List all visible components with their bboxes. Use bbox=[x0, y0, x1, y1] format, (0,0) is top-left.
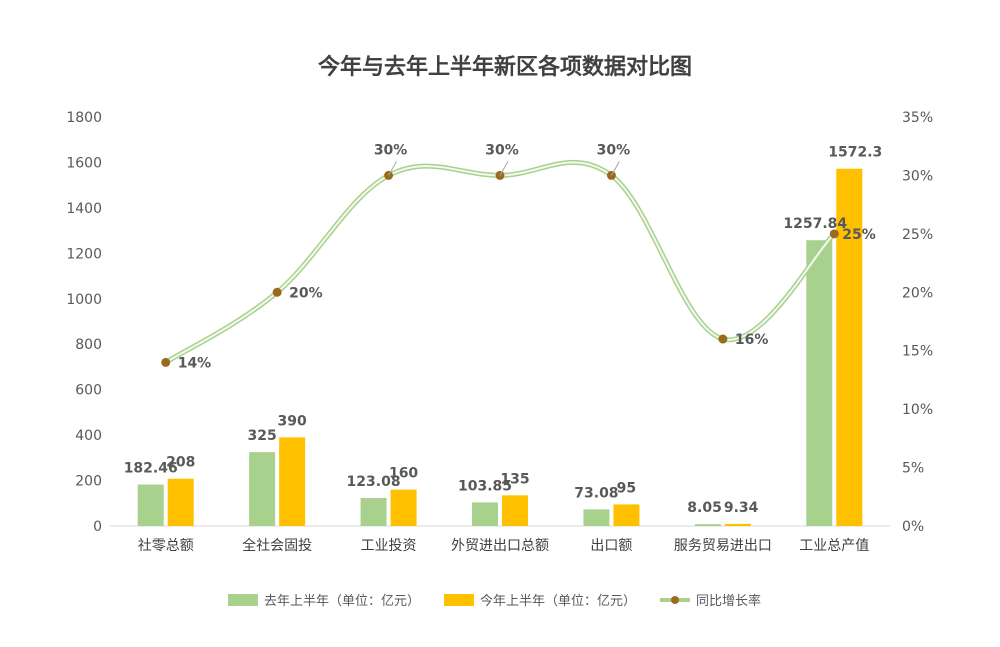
growth-label: 16% bbox=[735, 332, 769, 348]
bar-last-year-label: 103.85 bbox=[458, 478, 512, 494]
bar-this-year-label: 208 bbox=[166, 455, 195, 471]
bar-this-year bbox=[613, 504, 640, 526]
bar-last-year-label: 73.08 bbox=[574, 485, 618, 501]
x-category-label: 全社会固投 bbox=[242, 537, 312, 554]
growth-marker bbox=[718, 334, 728, 344]
bar-this-year bbox=[836, 168, 863, 526]
y-left-tick-label: 1200 bbox=[66, 246, 102, 262]
y-left-tick-label: 1000 bbox=[66, 292, 102, 308]
legend-label-this-year: 今年上半年（单位：亿元） bbox=[480, 593, 636, 609]
axes: 0 200 400 600 800 1000 1200 1400 1600 1800 0% 5% 10%… bbox=[66, 110, 933, 554]
bar-this-year-label: 1572.3 bbox=[828, 145, 882, 161]
x-category-label: 外贸进出口总额 bbox=[451, 538, 549, 554]
y-right-tick-label: 10% bbox=[902, 402, 933, 418]
y-left-tick-label: 400 bbox=[75, 428, 102, 444]
y-left-tick-label: 1400 bbox=[66, 201, 102, 217]
y-right-tick-label: 20% bbox=[902, 285, 933, 301]
growth-marker bbox=[272, 287, 282, 297]
bar-last-year-label: 123.08 bbox=[347, 474, 401, 490]
y-left-tick-label: 0 bbox=[93, 519, 102, 535]
growth-label-leader bbox=[388, 161, 398, 176]
bar-this-year bbox=[724, 523, 751, 526]
growth-label-leader bbox=[499, 161, 509, 176]
bar-this-year-label: 390 bbox=[278, 413, 307, 429]
bar-last-year bbox=[472, 502, 498, 526]
bar-this-year-label: 135 bbox=[500, 471, 529, 487]
bar-this-year bbox=[167, 478, 194, 526]
bar-last-year bbox=[249, 452, 276, 526]
y-left-tick-label: 1800 bbox=[66, 110, 102, 126]
growth-label: 14% bbox=[178, 355, 212, 371]
legend-swatch-this-year bbox=[444, 594, 474, 606]
x-category-label: 服务贸易进出口 bbox=[674, 538, 772, 554]
y-left-tick-label: 200 bbox=[75, 474, 102, 490]
y-right-tick-label: 25% bbox=[902, 227, 933, 243]
x-category-label: 工业总产值 bbox=[799, 538, 869, 554]
bar-last-year-label: 1257.84 bbox=[783, 216, 847, 232]
growth-label: 30% bbox=[485, 142, 519, 158]
growth-marker bbox=[161, 357, 171, 367]
chart-title: 今年与去年上半年新区各项数据对比图 bbox=[318, 54, 692, 80]
bar-last-year bbox=[806, 240, 833, 526]
y-right-tick-label: 35% bbox=[902, 110, 933, 126]
legend: 去年上半年（单位：亿元） 今年上半年（单位：亿元） 同比增长率 bbox=[228, 593, 761, 609]
bar-this-year bbox=[390, 489, 417, 526]
legend-swatch-growth-marker bbox=[671, 596, 679, 604]
legend-swatch-last-year bbox=[228, 594, 258, 606]
bar-last-year bbox=[137, 484, 164, 526]
y-right-tick-label: 0% bbox=[902, 519, 924, 535]
growth-label: 20% bbox=[289, 285, 323, 301]
x-category-label: 出口额 bbox=[590, 538, 632, 554]
growth-label-leader bbox=[610, 161, 620, 176]
bars bbox=[137, 168, 863, 526]
bar-this-year-label: 95 bbox=[617, 480, 636, 496]
bar-last-year bbox=[694, 524, 721, 526]
x-category-label: 社零总额 bbox=[138, 538, 194, 554]
x-category-label: 工业投资 bbox=[361, 538, 417, 554]
growth-label: 25% bbox=[842, 227, 876, 243]
bar-this-year bbox=[502, 495, 528, 526]
legend-label-last-year: 去年上半年（单位：亿元） bbox=[264, 594, 420, 609]
y-right-tick-label: 30% bbox=[902, 168, 933, 184]
growth-label: 30% bbox=[597, 142, 631, 158]
y-left-tick-label: 600 bbox=[75, 383, 102, 399]
bar-this-year bbox=[279, 437, 306, 526]
growth-label: 30% bbox=[374, 142, 408, 158]
legend-label-growth: 同比增长率 bbox=[696, 593, 761, 609]
y-left-tick-label: 1600 bbox=[66, 155, 102, 171]
bar-last-year bbox=[360, 498, 387, 526]
bar-last-year-label: 8.05 bbox=[687, 500, 722, 516]
y-left-tick-label: 800 bbox=[75, 337, 102, 353]
y-right-tick-label: 15% bbox=[902, 344, 933, 360]
growth-marker bbox=[829, 229, 839, 239]
bar-this-year-label: 9.34 bbox=[724, 500, 759, 516]
growth-line bbox=[161, 159, 839, 367]
bar-last-year bbox=[583, 509, 610, 526]
bar-last-year-label: 325 bbox=[248, 428, 277, 444]
bar-this-year-label: 160 bbox=[389, 466, 418, 482]
bar-last-year-label: 182.46 bbox=[124, 461, 178, 477]
y-right-tick-label: 5% bbox=[902, 461, 924, 477]
